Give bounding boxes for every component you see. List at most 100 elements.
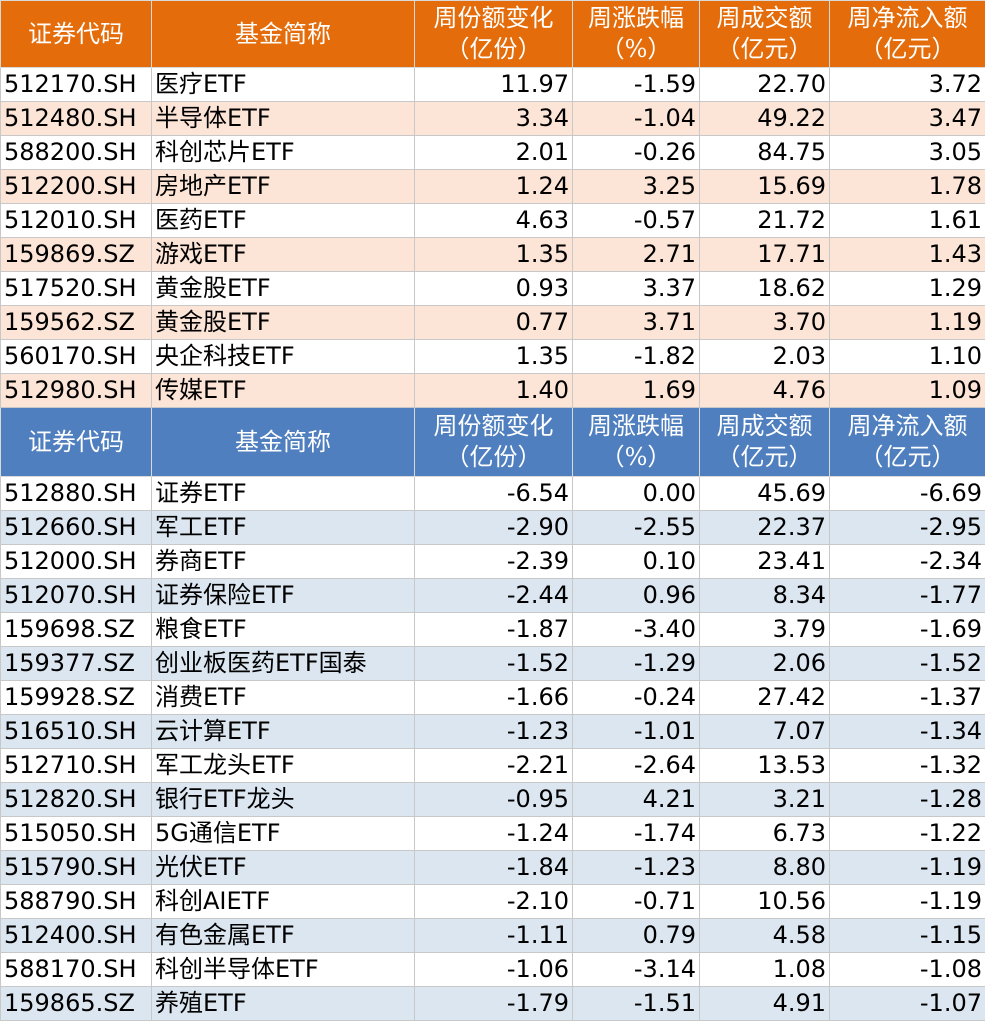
fund-code-cell: 512200.SH <box>0 169 152 204</box>
pct-change-cell: 0.00 <box>572 476 700 511</box>
pct-change-cell: -1.51 <box>572 986 700 1021</box>
inflow-header-row: 证券代码 基金简称 周份额变化 （亿份） 周涨跌幅 （%） 周成交额 （亿元） 周净流… <box>0 0 985 68</box>
share-change-cell: 2.01 <box>414 135 573 170</box>
net-flow-cell: 1.29 <box>829 271 985 306</box>
table-row: 159562.SZ 黄金股ETF 0.77 3.71 3.70 1.19 <box>0 305 985 340</box>
table-row: 515790.SH 光伏ETF -1.84 -1.23 8.80 -1.19 <box>0 850 985 885</box>
pct-change-cell: 3.71 <box>572 305 700 340</box>
header-code: 证券代码 <box>0 407 152 477</box>
net-flow-cell: -1.34 <box>829 714 985 749</box>
turnover-cell: 3.21 <box>699 782 830 817</box>
fund-name-cell: 黄金股ETF <box>151 271 415 306</box>
share-change-cell: 0.93 <box>414 271 573 306</box>
share-change-cell: 4.63 <box>414 203 573 238</box>
share-change-cell: -1.87 <box>414 612 573 647</box>
header-share-change: 周份额变化 （亿份） <box>414 0 573 68</box>
fund-name-cell: 养殖ETF <box>151 986 415 1021</box>
net-flow-cell: 3.72 <box>829 67 985 102</box>
pct-change-cell: -1.04 <box>572 101 700 136</box>
net-flow-cell: -1.37 <box>829 680 985 715</box>
share-change-cell: -1.24 <box>414 816 573 851</box>
pct-change-cell: -0.57 <box>572 203 700 238</box>
fund-code-cell: 159865.SZ <box>0 986 152 1021</box>
turnover-cell: 8.80 <box>699 850 830 885</box>
share-change-cell: -1.06 <box>414 952 573 987</box>
net-flow-cell: 1.09 <box>829 373 985 408</box>
inflow-header: 证券代码 基金简称 周份额变化 （亿份） 周涨跌幅 （%） 周成交额 （亿元） 周净流… <box>0 0 985 68</box>
share-change-cell: -1.11 <box>414 918 573 953</box>
turnover-cell: 2.06 <box>699 646 830 681</box>
share-change-cell: -1.84 <box>414 850 573 885</box>
table-row: 512660.SH 军工ETF -2.90 -2.55 22.37 -2.95 <box>0 510 985 545</box>
fund-name-cell: 科创半导体ETF <box>151 952 415 987</box>
fund-code-cell: 512710.SH <box>0 748 152 783</box>
fund-code-cell: 512980.SH <box>0 373 152 408</box>
net-flow-cell: -2.34 <box>829 544 985 579</box>
share-change-cell: -6.54 <box>414 476 573 511</box>
pct-change-cell: -0.26 <box>572 135 700 170</box>
fund-code-cell: 512010.SH <box>0 203 152 238</box>
fund-code-cell: 512480.SH <box>0 101 152 136</box>
table-row: 512980.SH 传媒ETF 1.40 1.69 4.76 1.09 <box>0 373 985 408</box>
share-change-cell: -2.90 <box>414 510 573 545</box>
turnover-cell: 22.70 <box>699 67 830 102</box>
turnover-cell: 22.37 <box>699 510 830 545</box>
fund-name-cell: 证券ETF <box>151 476 415 511</box>
fund-code-cell: 516510.SH <box>0 714 152 749</box>
turnover-cell: 27.42 <box>699 680 830 715</box>
header-net-flow: 周净流入额 （亿元） <box>829 407 985 477</box>
net-flow-cell: -1.15 <box>829 918 985 953</box>
pct-change-cell: -2.55 <box>572 510 700 545</box>
header-pct-change: 周涨跌幅 （%） <box>572 0 700 68</box>
fund-name-cell: 银行ETF龙头 <box>151 782 415 817</box>
fund-name-cell: 云计算ETF <box>151 714 415 749</box>
pct-change-cell: -1.01 <box>572 714 700 749</box>
header-pct-change: 周涨跌幅 （%） <box>572 407 700 477</box>
net-flow-cell: 1.10 <box>829 339 985 374</box>
pct-change-cell: 0.79 <box>572 918 700 953</box>
fund-name-cell: 军工龙头ETF <box>151 748 415 783</box>
fund-name-cell: 医药ETF <box>151 203 415 238</box>
net-flow-cell: -1.19 <box>829 884 985 919</box>
fund-code-cell: 512400.SH <box>0 918 152 953</box>
net-flow-cell: 1.19 <box>829 305 985 340</box>
pct-change-cell: -1.74 <box>572 816 700 851</box>
header-turnover: 周成交额 （亿元） <box>699 0 830 68</box>
fund-code-cell: 512880.SH <box>0 476 152 511</box>
share-change-cell: 1.24 <box>414 169 573 204</box>
turnover-cell: 10.56 <box>699 884 830 919</box>
fund-name-cell: 粮食ETF <box>151 612 415 647</box>
table-row: 159869.SZ 游戏ETF 1.35 2.71 17.71 1.43 <box>0 237 985 272</box>
net-flow-cell: 1.43 <box>829 237 985 272</box>
pct-change-cell: -2.64 <box>572 748 700 783</box>
share-change-cell: -1.79 <box>414 986 573 1021</box>
share-change-cell: -1.66 <box>414 680 573 715</box>
fund-code-cell: 159928.SZ <box>0 680 152 715</box>
table-row: 588200.SH 科创芯片ETF 2.01 -0.26 84.75 3.05 <box>0 135 985 170</box>
pct-change-cell: -1.59 <box>572 67 700 102</box>
outflow-header: 证券代码 基金简称 周份额变化 （亿份） 周涨跌幅 （%） 周成交额 （亿元） 周净流… <box>0 407 985 477</box>
turnover-cell: 3.79 <box>699 612 830 647</box>
fund-name-cell: 军工ETF <box>151 510 415 545</box>
fund-code-cell: 159869.SZ <box>0 237 152 272</box>
net-flow-cell: -1.77 <box>829 578 985 613</box>
share-change-cell: 1.35 <box>414 339 573 374</box>
net-flow-cell: -1.28 <box>829 782 985 817</box>
fund-code-cell: 515050.SH <box>0 816 152 851</box>
turnover-cell: 23.41 <box>699 544 830 579</box>
pct-change-cell: 3.25 <box>572 169 700 204</box>
net-flow-cell: -1.52 <box>829 646 985 681</box>
table-row: 512400.SH 有色金属ETF -1.11 0.79 4.58 -1.15 <box>0 918 985 953</box>
table-row: 512010.SH 医药ETF 4.63 -0.57 21.72 1.61 <box>0 203 985 238</box>
net-flow-cell: 1.78 <box>829 169 985 204</box>
fund-code-cell: 159562.SZ <box>0 305 152 340</box>
turnover-cell: 17.71 <box>699 237 830 272</box>
table-row: 159928.SZ 消费ETF -1.66 -0.24 27.42 -1.37 <box>0 680 985 715</box>
turnover-cell: 8.34 <box>699 578 830 613</box>
turnover-cell: 4.91 <box>699 986 830 1021</box>
header-share-change: 周份额变化 （亿份） <box>414 407 573 477</box>
header-name: 基金简称 <box>151 407 415 477</box>
inflow-rows: 512170.SH 医疗ETF 11.97 -1.59 22.70 3.72 512480.… <box>0 67 985 408</box>
table-row: 560170.SH 央企科技ETF 1.35 -1.82 2.03 1.10 <box>0 339 985 374</box>
